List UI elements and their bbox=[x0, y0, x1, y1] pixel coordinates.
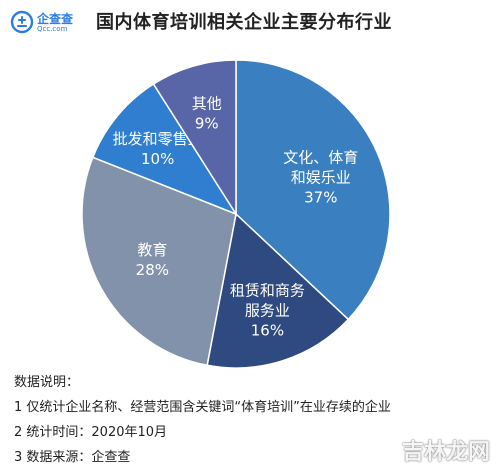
slice-label-line: 37% bbox=[304, 188, 337, 206]
slice-label-2: 租赁和商务服务业 16% bbox=[230, 282, 305, 340]
pie-slice-1 bbox=[235, 59, 391, 321]
logo-domain: Qcc.com bbox=[37, 25, 68, 33]
note-line-1: 1 仅统计企业名称、经营范围含关键词“体育培训”在业存续的企业 bbox=[14, 400, 391, 415]
qcc-logo-icon bbox=[10, 10, 34, 34]
logo-name: 企查查 bbox=[37, 12, 74, 26]
note-line-2: 2 统计时间：2020年10月 bbox=[14, 425, 168, 440]
slice-label-line: 教育 bbox=[137, 241, 167, 259]
slice-label-line: 10% bbox=[141, 150, 174, 168]
slice-label-line: 和娱乐业 bbox=[291, 168, 351, 186]
qcc-logo: 企查查 Qcc.com bbox=[10, 9, 80, 37]
chart-title: 国内体育培训相关企业主要分布行业 bbox=[96, 12, 392, 33]
slice-label-line: 16% bbox=[251, 322, 284, 340]
pie-chart: 文化、体育和娱乐业 37% 租赁和商务服务业 16% 教育 28% 批发和零售业 10% 其他 9… bbox=[81, 59, 391, 368]
header: 企查查 Qcc.com 国内体育培训相关企业主要分布行业 bbox=[0, 0, 500, 44]
slice-label-line: 服务业 bbox=[245, 302, 290, 320]
pie-slice-2 bbox=[206, 212, 350, 368]
slice-label-line: 9% bbox=[195, 114, 219, 132]
slice-label-line: 租赁和商务 bbox=[230, 282, 305, 300]
slice-label-line: 批发和零售业 bbox=[113, 130, 203, 148]
note-line-3: 3 数据来源：企查查 bbox=[14, 450, 131, 465]
slice-label-3: 教育 28% bbox=[136, 241, 169, 279]
slice-label-line: 其他 bbox=[192, 94, 222, 112]
slice-label-line: 文化、体育 bbox=[283, 148, 358, 166]
pie-slice-4 bbox=[91, 82, 238, 216]
slice-label-5: 其他 9% bbox=[192, 94, 222, 132]
watermark: 吉林龙网 bbox=[401, 440, 490, 465]
pie-slice-3 bbox=[81, 156, 237, 367]
slice-label-1: 文化、体育和娱乐业 37% bbox=[283, 148, 358, 206]
data-notes: 数据说明： 1 仅统计企业名称、经营范围含关键词“体育培训”在业存续的企业 2 … bbox=[14, 370, 494, 470]
slice-label-line: 28% bbox=[136, 261, 169, 279]
pie-slice-5 bbox=[152, 59, 237, 217]
notes-heading: 数据说明： bbox=[14, 375, 80, 390]
slice-label-4: 批发和零售业 10% bbox=[113, 130, 203, 168]
